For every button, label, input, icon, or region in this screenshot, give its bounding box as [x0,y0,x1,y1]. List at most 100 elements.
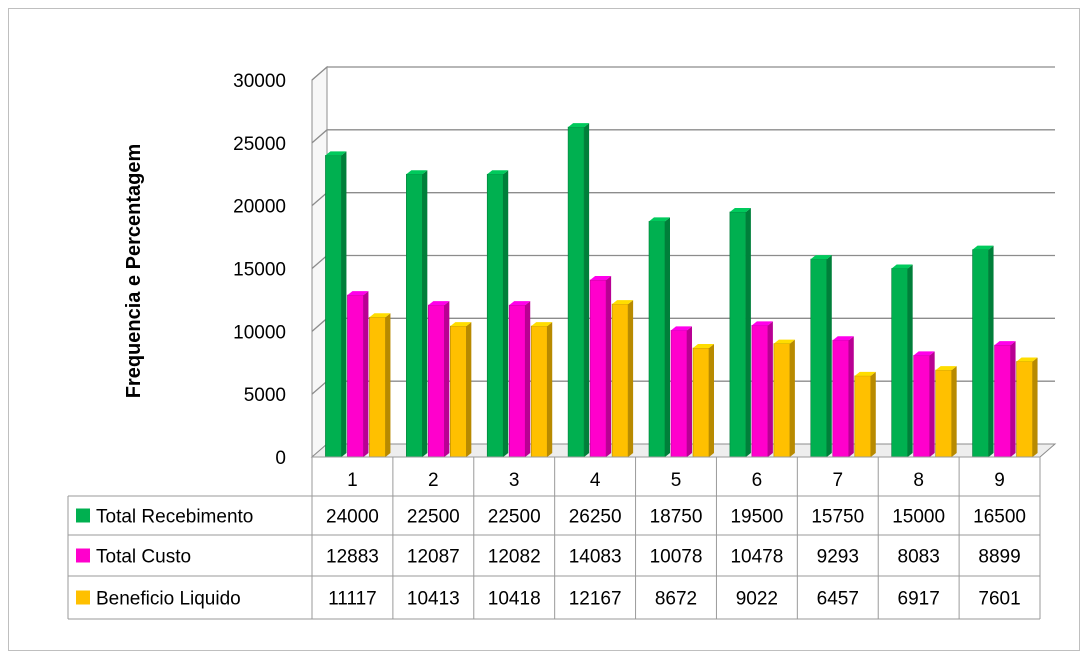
bar [486,170,509,458]
bar-top [693,344,714,349]
data-label: 14083 [569,547,622,568]
bar-side [665,217,670,457]
bar-side [547,322,553,457]
legend-swatch [76,590,90,605]
data-label: 24000 [326,507,379,528]
bar-side [848,336,854,457]
data-label: 19500 [730,507,783,528]
bar [428,301,450,458]
bar-top [369,313,391,318]
bar-side [870,371,876,457]
bar [406,170,428,458]
bar-top [935,366,957,371]
bar-side [628,300,634,457]
gridline [311,129,1055,144]
bar [567,123,590,458]
gridline [311,66,1055,81]
x-tick-label: 1 [347,470,358,491]
x-tick-label: 6 [752,470,763,491]
data-label: 15750 [811,507,864,528]
bar-front [729,211,747,458]
bar-front [428,304,445,458]
x-tick-label: 4 [590,470,601,491]
data-label: 18750 [650,507,703,528]
bar-side [363,291,369,457]
bar-side [687,326,692,457]
bar [751,321,773,458]
data-label: 12087 [407,547,460,568]
data-label: 26250 [569,507,622,528]
bar-top [751,321,773,326]
bar-top [487,170,509,175]
bar-top [347,291,369,296]
bar-front [994,344,1011,458]
bar-front [450,325,467,458]
bar-top [428,301,450,306]
data-label: 22500 [488,507,541,528]
data-label: 6457 [817,589,859,610]
bar-top [1016,357,1038,362]
bar-side [1010,341,1016,457]
bar-side [525,301,531,457]
bar-front [913,355,930,458]
data-label: 12082 [488,547,541,568]
bar-side [1032,357,1038,457]
bar-top [590,276,612,281]
data-label: 10413 [407,589,460,610]
y-tick-label: 20000 [233,197,286,218]
y-tick-label: 25000 [233,134,286,155]
bar-front [589,279,607,458]
bar-side [385,313,391,457]
bar [648,217,670,458]
y-tick-label: 5000 [244,385,286,406]
bar-top [891,264,913,269]
bar-top [450,322,472,327]
bar [994,341,1016,458]
bar-front [854,375,872,458]
data-label: 8672 [655,589,697,610]
data-label: 9022 [736,589,778,610]
bar [729,207,751,458]
bar-front [648,221,666,458]
bar [913,351,935,458]
y-tick-label: 10000 [233,322,286,343]
bars [325,123,1038,458]
data-label: 10418 [488,589,541,610]
bar-front [751,325,769,458]
bar [773,339,795,458]
bar-side [789,339,795,457]
legend-swatch [76,508,90,523]
data-label: 10078 [650,547,703,568]
bar [325,151,347,458]
bar [611,300,634,458]
bar-top [972,245,994,250]
bar-top [649,217,670,222]
bar-top [509,301,531,306]
data-label: 12883 [326,547,379,568]
bar [891,264,913,458]
legend-entry: Beneficio Liquido [96,589,241,610]
bar-front [935,369,952,458]
data-label: 8083 [898,547,940,568]
data-label: 9293 [817,547,859,568]
bar-front [773,343,791,458]
bar-front [347,294,364,458]
bar-top [325,151,347,156]
bar-top [854,371,876,376]
bar [530,322,553,458]
data-label: 6917 [898,589,940,610]
y-tick-label: 30000 [233,71,286,92]
bar [810,255,832,458]
bar-front [670,330,688,458]
bar-front [325,155,342,458]
bar-top [994,341,1016,346]
bar-top [671,326,692,331]
data-table: 1 2 3 4 5 6 7 8 9 Total Recebimento 24000 22500 2250… [67,456,1041,620]
bar [589,276,612,458]
bar-side [466,322,472,457]
bar-side [444,301,450,457]
bar [832,336,854,458]
data-label: 15000 [892,507,945,528]
bar [935,366,957,458]
